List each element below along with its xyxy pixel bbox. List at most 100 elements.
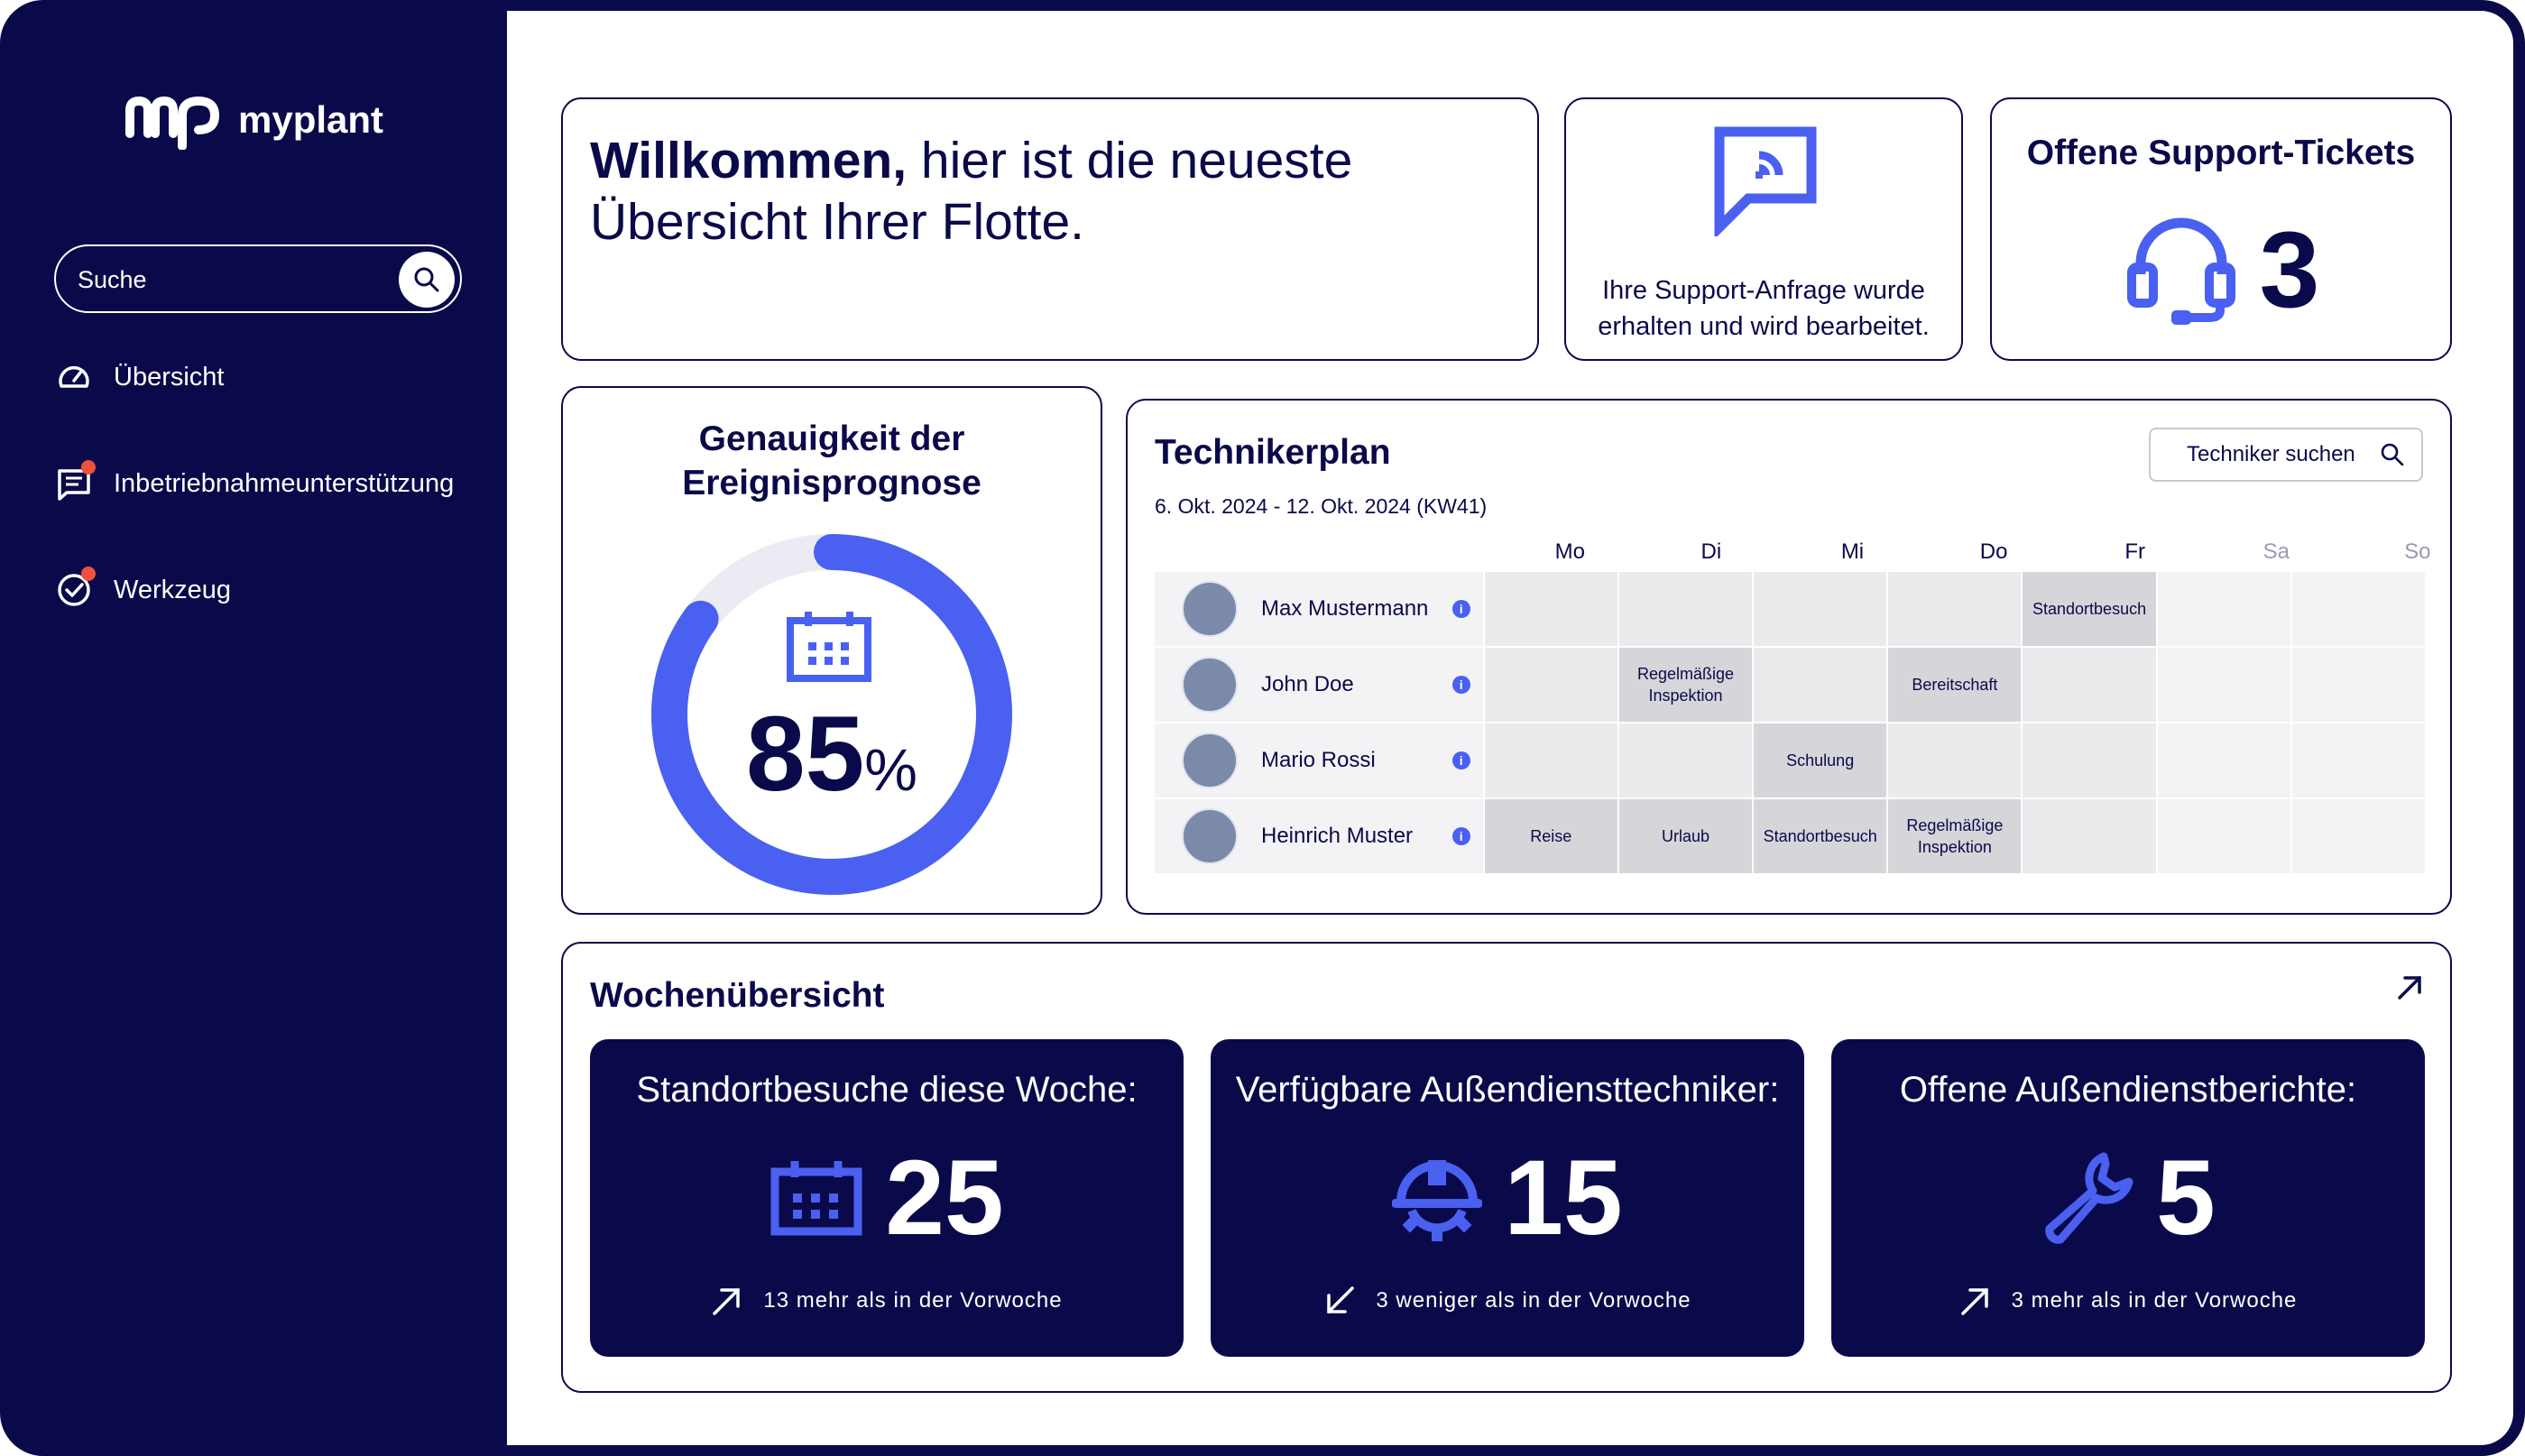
info-icon[interactable]: i <box>1451 827 1470 845</box>
main-content: Willkommen, hier ist die neueste Übersic… <box>507 11 2513 1445</box>
calendar-icon <box>770 1161 862 1236</box>
trend-up-icon <box>1960 1288 1988 1315</box>
forecast-accuracy-card: Genauigkeit der Ereignisprognose 85% <box>561 386 1102 915</box>
welcome-text: Willkommen, hier ist die neueste Übersic… <box>590 130 1537 253</box>
schedule-cell[interactable] <box>1482 572 1617 648</box>
weekly-overview-card: Wochenübersicht Standortbesuche diese Wo… <box>561 942 2452 1393</box>
schedule-entry[interactable]: Bereitschaft <box>1886 648 2022 723</box>
schedule-cell[interactable] <box>1482 648 1617 723</box>
stat-title: Offene Außendienstberichte: <box>1899 1070 2357 1110</box>
schedule-cell[interactable] <box>2021 799 2156 875</box>
stat-open-reports[interactable]: Offene Außendienstberichte: 5 3 mehr als… <box>1831 1039 2425 1357</box>
sidebar-item-uebersicht[interactable]: Übersicht <box>54 357 225 397</box>
day-header-6: So <box>2404 539 2431 564</box>
technician-search-input[interactable]: Techniker suchen <box>2149 428 2423 482</box>
stat-title: Verfügbare Außendiensttechniker: <box>1235 1070 1780 1110</box>
logo[interactable]: myplant <box>124 90 383 150</box>
search-icon <box>2381 443 2404 466</box>
stat-note: 3 weniger als in der Vorwoche <box>1376 1288 1691 1313</box>
technician-plan-card: Technikerplan 6. Okt. 2024 - 12. Okt. 20… <box>1126 399 2452 915</box>
schedule-cell[interactable] <box>2155 799 2290 875</box>
notification-badge <box>81 460 96 475</box>
welcome-card: Willkommen, hier ist die neueste Übersic… <box>561 97 1539 361</box>
schedule-entry[interactable]: Standortbesuch <box>1752 799 1887 875</box>
support-tickets-card[interactable]: Offene Support-Tickets 3 <box>1990 97 2452 361</box>
day-header-1: Di <box>1700 539 1722 564</box>
support-message: Ihre Support-Anfrage wurde erhalten und … <box>1598 276 1930 341</box>
day-header-4: Fr <box>2124 539 2145 564</box>
avatar <box>1182 581 1238 637</box>
plan-title: Technikerplan <box>1155 433 1391 472</box>
headset-icon <box>2126 217 2235 325</box>
info-icon[interactable]: i <box>1451 751 1470 769</box>
schedule-cell[interactable] <box>2290 799 2426 875</box>
technician-name: John Doe <box>1261 672 1354 696</box>
schedule-cell[interactable] <box>1886 572 2022 648</box>
schedule-entry[interactable]: Schulung <box>1752 723 1887 799</box>
stat-site-visits[interactable]: Standortbesuche diese Woche: 25 13 mehr … <box>590 1039 1184 1357</box>
schedule-cell[interactable] <box>1617 723 1753 799</box>
calendar-icon <box>787 612 871 682</box>
day-header-0: Mo <box>1554 539 1585 564</box>
sidebar-item-werkzeug[interactable]: Werkzeug <box>54 567 232 610</box>
accuracy-number: 85 <box>746 695 865 814</box>
search-button[interactable] <box>399 252 455 308</box>
schedule-cell[interactable] <box>2155 572 2290 648</box>
technician-row: Max Mustermann i Standortbesuch <box>1155 572 2426 648</box>
technician-row: Heinrich Muster i Reise Urlaub Standortbesuc… <box>1155 799 2426 875</box>
technician-info: John Doe i <box>1155 648 1483 723</box>
tickets-title: Offene Support-Tickets <box>2026 134 2416 172</box>
trend-up-icon <box>713 1288 741 1315</box>
schedule-entry[interactable]: Regelmäßige Inspektion <box>1886 799 2022 875</box>
avatar <box>1182 657 1238 713</box>
info-icon[interactable]: i <box>1451 676 1470 694</box>
technician-name: Max Mustermann <box>1261 596 1429 621</box>
schedule-cell[interactable] <box>1617 572 1753 648</box>
expand-arrow-icon[interactable] <box>2394 971 2427 1003</box>
schedule-entry[interactable]: Standortbesuch <box>2021 572 2156 648</box>
schedule-cell[interactable] <box>1752 648 1887 723</box>
schedule-grid: Max Mustermann i Standortbesuch John Doe i Re… <box>1155 572 2426 875</box>
schedule-cell[interactable] <box>1482 723 1617 799</box>
day-header-3: Do <box>1979 539 2008 564</box>
schedule-cell[interactable] <box>2021 648 2156 723</box>
schedule-entry[interactable]: Urlaub <box>1617 799 1753 875</box>
day-header-5: Sa <box>2262 539 2290 564</box>
info-icon[interactable]: i <box>1451 600 1470 618</box>
stat-available-technicians[interactable]: Verfügbare Außendiensttechniker: 15 <box>1211 1039 1804 1357</box>
sidebar-item-inbetriebnahme[interactable]: Inbetriebnahmeunterstützung <box>54 460 455 503</box>
wrench-icon <box>2045 1152 2133 1244</box>
tickets-count: 3 <box>2259 209 2320 330</box>
schedule-cell[interactable] <box>1752 572 1887 648</box>
search-placeholder: Suche <box>78 266 147 293</box>
search-icon <box>414 267 439 292</box>
brand-name: myplant <box>238 98 384 141</box>
schedule-cell[interactable] <box>2290 723 2426 799</box>
technician-row: John Doe i Regelmäßige Inspektion Bereitsch… <box>1155 648 2426 723</box>
technician-info: Max Mustermann i <box>1155 572 1483 648</box>
schedule-cell[interactable] <box>2021 723 2156 799</box>
schedule-cell[interactable] <box>2155 723 2290 799</box>
sidebar-search-input[interactable]: Suche <box>54 244 462 313</box>
accuracy-arc <box>651 534 1012 895</box>
support-status-card[interactable]: Ihre Support-Anfrage wurde erhalten und … <box>1564 97 1963 361</box>
technician-search-label: Techniker suchen <box>2187 442 2355 466</box>
notification-badge <box>81 567 96 581</box>
schedule-cell[interactable] <box>2290 648 2426 723</box>
schedule-entry[interactable]: Reise <box>1482 799 1617 875</box>
support-chat-icon <box>1714 126 1817 236</box>
schedule-entry[interactable]: Regelmäßige Inspektion <box>1617 648 1753 723</box>
technician-info: Mario Rossi i <box>1155 723 1483 799</box>
myplant-logo-icon <box>125 96 220 150</box>
technician-info: Heinrich Muster i <box>1155 799 1483 875</box>
sidebar-item-label: Inbetriebnahmeunterstützung <box>114 468 455 498</box>
schedule-cell[interactable] <box>1886 723 2022 799</box>
schedule-cell[interactable] <box>2290 572 2426 648</box>
plan-date-range: 6. Okt. 2024 - 12. Okt. 2024 (KW41) <box>1155 494 1488 518</box>
sidebar-item-label: Werkzeug <box>114 575 232 604</box>
accuracy-value: 85% <box>563 693 1101 816</box>
schedule-cell[interactable] <box>2155 648 2290 723</box>
accuracy-donut <box>651 534 1012 895</box>
stat-value: 25 <box>885 1138 1004 1258</box>
